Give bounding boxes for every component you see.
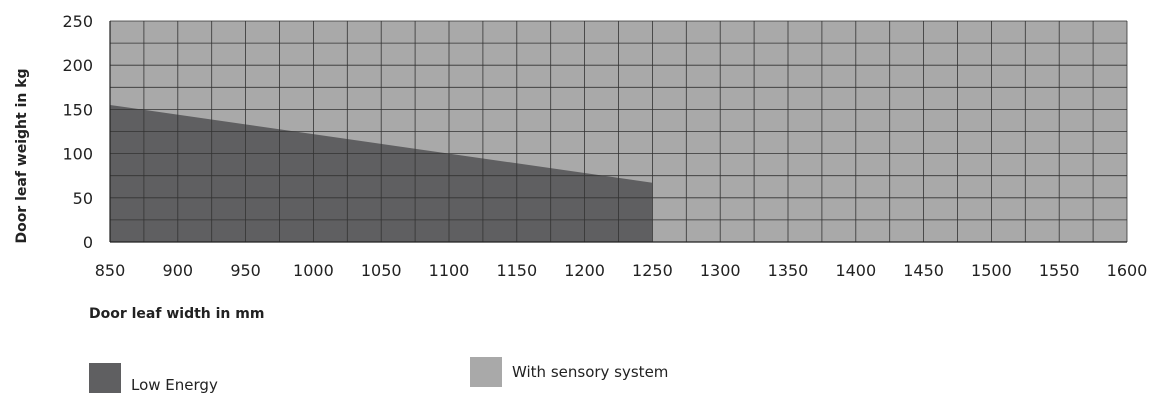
x-axis-label: Door leaf width in mm xyxy=(89,306,265,322)
y-tick-label: 250 xyxy=(62,12,93,31)
y-tick-label: 100 xyxy=(62,145,93,164)
legend-label-sensory: With sensory system xyxy=(512,363,669,381)
x-tick-label: 1400 xyxy=(835,261,876,280)
x-tick-label: 1000 xyxy=(293,261,334,280)
x-tick-label: 1450 xyxy=(903,261,944,280)
x-tick-label: 1350 xyxy=(768,261,809,280)
x-tick-label: 1600 xyxy=(1107,261,1148,280)
legend-item-sensory: With sensory system xyxy=(470,357,668,387)
legend-label-low-energy: Low Energy xyxy=(131,376,218,394)
x-tick-label: 1150 xyxy=(496,261,537,280)
y-tick-label: 0 xyxy=(83,233,93,252)
x-tick-label: 1250 xyxy=(632,261,673,280)
x-tick-label: 950 xyxy=(230,261,261,280)
x-tick-label: 1050 xyxy=(361,261,402,280)
x-tick-label: 1550 xyxy=(1039,261,1080,280)
y-tick-label: 50 xyxy=(73,189,93,208)
x-tick-label: 900 xyxy=(163,261,194,280)
legend-swatch-low-energy xyxy=(89,363,121,393)
y-axis-label: Door leaf weight in kg xyxy=(14,68,30,243)
x-tick-label: 1500 xyxy=(971,261,1012,280)
x-tick-label: 850 xyxy=(95,261,126,280)
y-tick-label: 200 xyxy=(62,56,93,75)
y-tick-label: 150 xyxy=(62,100,93,119)
legend-swatch-sensory xyxy=(470,357,502,387)
x-tick-label: 1300 xyxy=(700,261,741,280)
legend-item-low-energy: Low Energy xyxy=(89,362,218,394)
x-tick-label: 1200 xyxy=(564,261,605,280)
x-tick-label: 1100 xyxy=(429,261,470,280)
chart: 850 900 950 1000 1050 1100 1150 1200 1250 1300 135… xyxy=(14,12,1148,280)
